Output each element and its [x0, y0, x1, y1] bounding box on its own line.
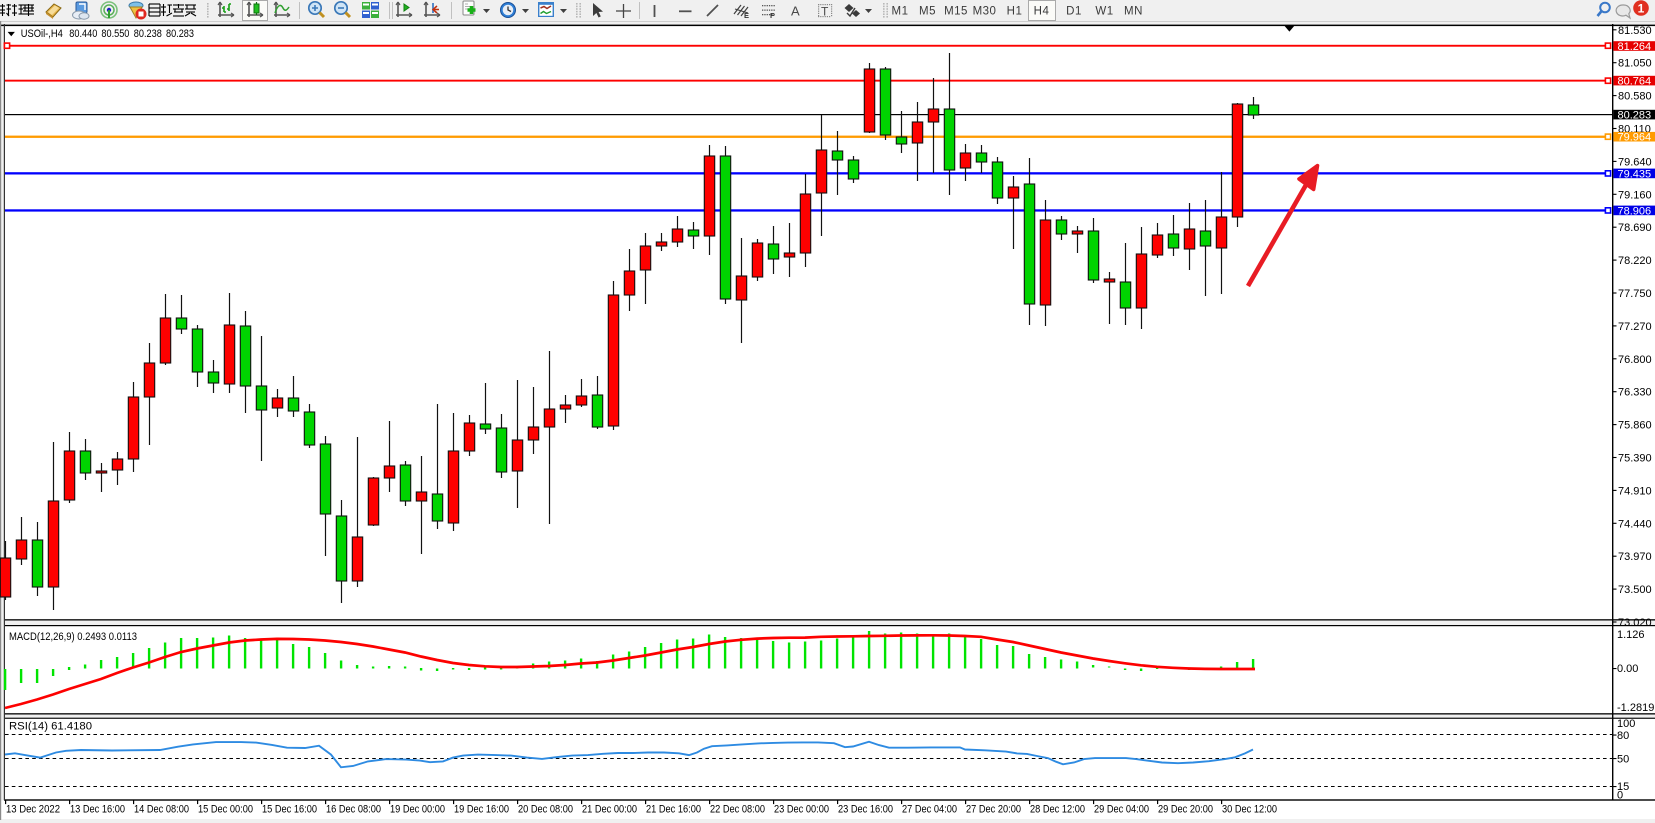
- svg-text:79.435: 79.435: [1618, 168, 1652, 180]
- svg-text:1: 1: [1638, 2, 1645, 16]
- svg-text:79.640: 79.640: [1618, 156, 1652, 168]
- svg-text:M1: M1: [892, 6, 909, 18]
- svg-text:77.750: 77.750: [1618, 288, 1652, 300]
- svg-text:76.330: 76.330: [1618, 387, 1652, 399]
- svg-text:MN: MN: [1124, 6, 1143, 18]
- svg-text:13 Dec 16:00: 13 Dec 16:00: [70, 804, 125, 816]
- svg-text:73.970: 73.970: [1618, 551, 1652, 563]
- svg-text:81.530: 81.530: [1618, 25, 1652, 37]
- svg-text:30 Dec 12:00: 30 Dec 12:00: [1222, 804, 1277, 816]
- svg-text:15 Dec 00:00: 15 Dec 00:00: [198, 804, 253, 816]
- svg-text:W1: W1: [1095, 6, 1113, 18]
- svg-text:23 Dec 00:00: 23 Dec 00:00: [774, 804, 829, 816]
- svg-text:23 Dec 16:00: 23 Dec 16:00: [838, 804, 893, 816]
- svg-text:USOil-,H4: USOil-,H4: [21, 28, 63, 40]
- svg-text:75.860: 75.860: [1618, 420, 1652, 432]
- svg-text:29 Dec 04:00: 29 Dec 04:00: [1094, 804, 1149, 816]
- svg-text:78.690: 78.690: [1618, 222, 1652, 234]
- svg-text:80.764: 80.764: [1618, 76, 1652, 88]
- svg-text:H4: H4: [1034, 6, 1050, 18]
- svg-text:E: E: [744, 11, 749, 20]
- svg-text:81.050: 81.050: [1618, 58, 1652, 70]
- svg-text:80.238: 80.238: [134, 28, 162, 40]
- svg-text:79.964: 79.964: [1618, 132, 1652, 144]
- svg-text:80.580: 80.580: [1618, 91, 1652, 103]
- svg-text:15: 15: [1617, 781, 1629, 793]
- svg-text:80.283: 80.283: [1618, 110, 1652, 122]
- svg-text:79.160: 79.160: [1618, 189, 1652, 201]
- svg-text:14 Dec 08:00: 14 Dec 08:00: [134, 804, 189, 816]
- svg-text:50: 50: [1617, 754, 1629, 766]
- svg-text:15 Dec 16:00: 15 Dec 16:00: [262, 804, 317, 816]
- svg-text:28 Dec 12:00: 28 Dec 12:00: [1030, 804, 1085, 816]
- svg-text:74.440: 74.440: [1618, 518, 1652, 530]
- svg-text:21 Dec 16:00: 21 Dec 16:00: [646, 804, 701, 816]
- svg-text:80: 80: [1617, 730, 1629, 742]
- svg-text:M5: M5: [919, 6, 936, 18]
- svg-text:78.220: 78.220: [1618, 255, 1652, 267]
- svg-text:16 Dec 08:00: 16 Dec 08:00: [326, 804, 381, 816]
- svg-text:A: A: [791, 4, 800, 19]
- svg-text:-1.2819: -1.2819: [1617, 702, 1654, 714]
- svg-text:100: 100: [1617, 718, 1635, 730]
- svg-text:29 Dec 20:00: 29 Dec 20:00: [1158, 804, 1213, 816]
- svg-text:0: 0: [1617, 790, 1623, 802]
- svg-text:M15: M15: [944, 6, 968, 18]
- svg-text:0.00: 0.00: [1617, 663, 1638, 675]
- svg-text:13 Dec 2022: 13 Dec 2022: [6, 804, 60, 816]
- svg-text:19 Dec 00:00: 19 Dec 00:00: [390, 804, 445, 816]
- svg-text:19 Dec 16:00: 19 Dec 16:00: [454, 804, 509, 816]
- svg-text:27 Dec 04:00: 27 Dec 04:00: [902, 804, 957, 816]
- svg-text:77.270: 77.270: [1618, 321, 1652, 333]
- svg-text:80.440: 80.440: [69, 28, 97, 40]
- svg-text:78.906: 78.906: [1618, 205, 1652, 217]
- svg-text:1.126: 1.126: [1617, 629, 1645, 641]
- svg-text:M30: M30: [973, 6, 997, 18]
- svg-text:D1: D1: [1066, 6, 1082, 18]
- svg-text:73.020: 73.020: [1618, 617, 1652, 629]
- svg-text:MACD(12,26,9) 0.2493 0.0113: MACD(12,26,9) 0.2493 0.0113: [9, 631, 137, 643]
- svg-text:22 Dec 08:00: 22 Dec 08:00: [710, 804, 765, 816]
- svg-text:27 Dec 20:00: 27 Dec 20:00: [966, 804, 1021, 816]
- svg-text:74.910: 74.910: [1618, 485, 1652, 497]
- svg-text:20 Dec 08:00: 20 Dec 08:00: [518, 804, 573, 816]
- svg-text:75.390: 75.390: [1618, 453, 1652, 465]
- svg-text:T: T: [821, 5, 829, 19]
- svg-text:80.283: 80.283: [166, 28, 194, 40]
- svg-text:73.500: 73.500: [1618, 584, 1652, 596]
- svg-text:76.800: 76.800: [1618, 354, 1652, 366]
- svg-text:80.550: 80.550: [101, 28, 129, 40]
- svg-text:21 Dec 00:00: 21 Dec 00:00: [582, 804, 637, 816]
- svg-text:F: F: [770, 11, 775, 20]
- svg-text:81.264: 81.264: [1618, 41, 1652, 53]
- svg-text:H1: H1: [1007, 6, 1023, 18]
- svg-text:RSI(14) 61.4180: RSI(14) 61.4180: [9, 721, 92, 733]
